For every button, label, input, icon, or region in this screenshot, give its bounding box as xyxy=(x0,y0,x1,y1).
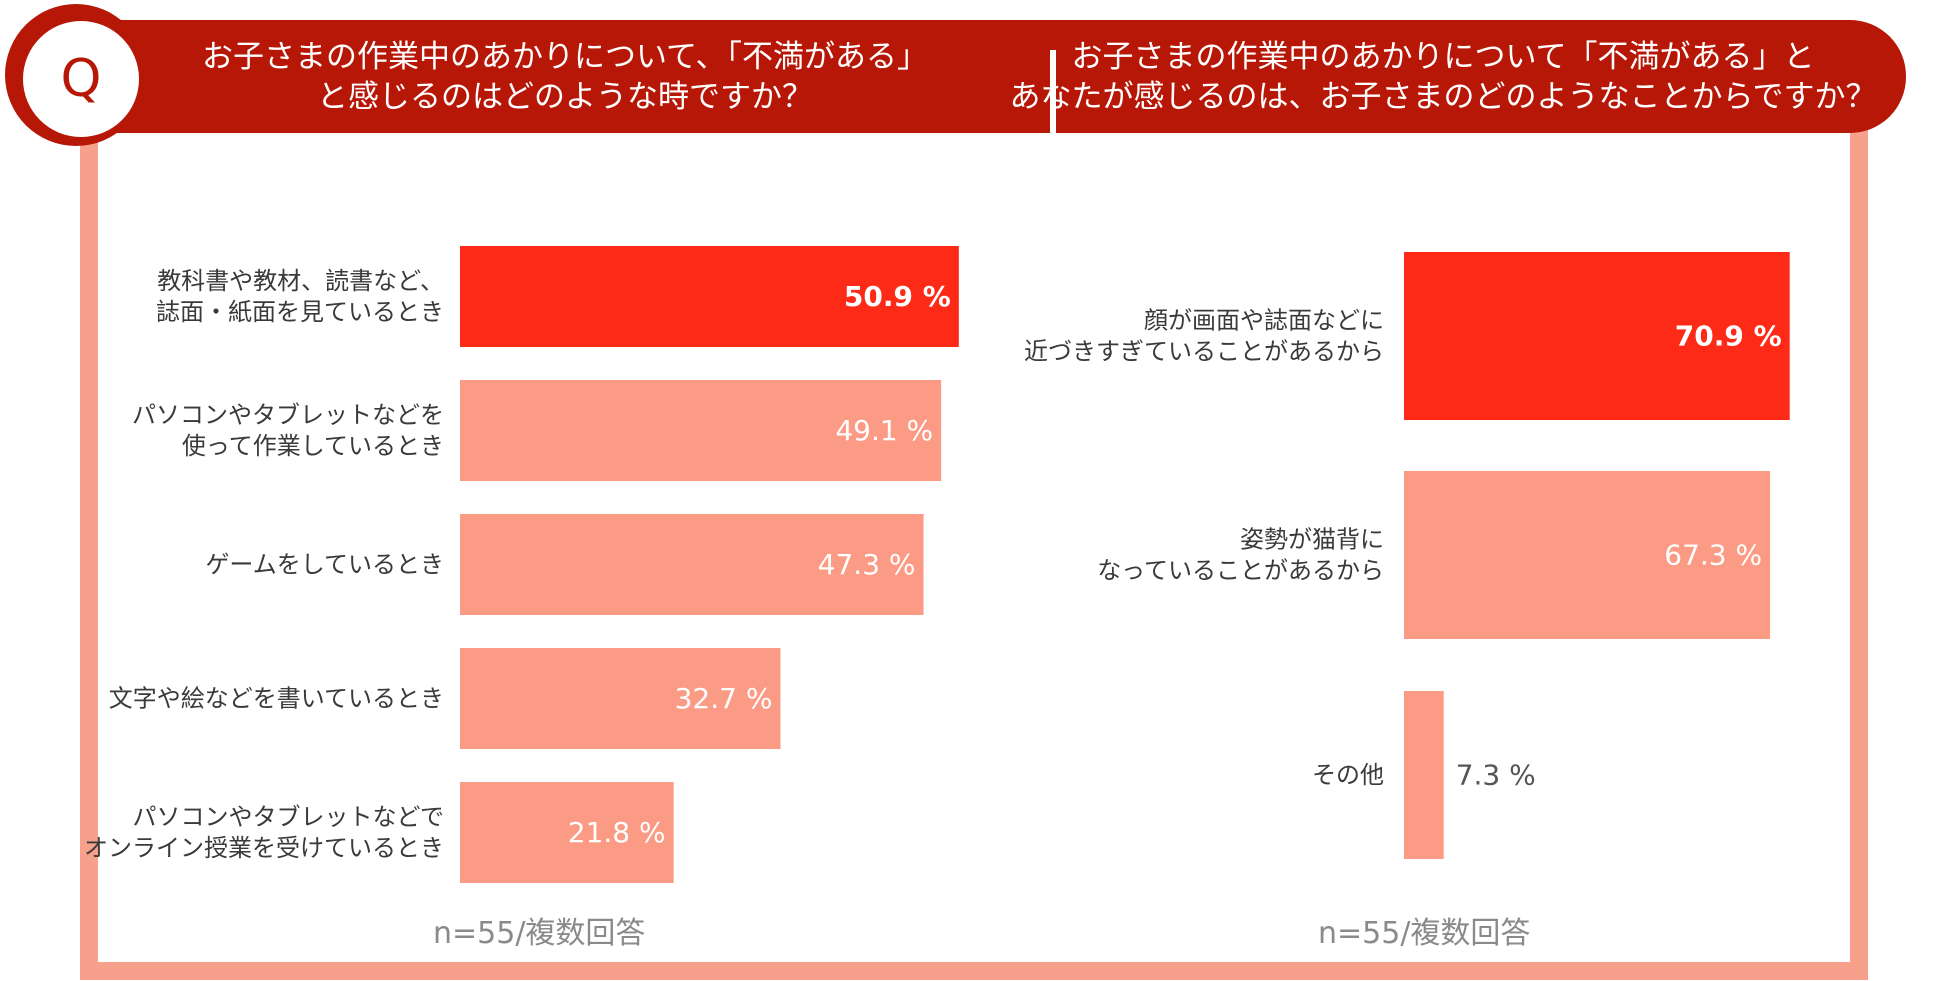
category-label-1-0-1: 近づきすぎていることがあるから xyxy=(1024,338,1384,366)
bar-1-0 xyxy=(1404,252,1790,420)
value-label-0-1: 49.1 % xyxy=(835,414,933,447)
category-label-0-1-0: パソコンやタブレットなどを xyxy=(132,401,444,429)
bar-0-1 xyxy=(460,380,942,481)
bar-1-2 xyxy=(1404,691,1444,859)
value-label-0-0: 50.9 % xyxy=(844,280,951,313)
category-label-0-0-1: 誌面・紙面を見ているとき xyxy=(156,298,444,326)
left-chart-note: n=55/複数回答 xyxy=(433,916,646,951)
value-label-1-2: 7.3 % xyxy=(1456,759,1536,792)
right-chart-note: n=55/複数回答 xyxy=(1318,916,1531,951)
value-label-1-0: 70.9 % xyxy=(1675,320,1782,353)
category-label-0-0-0: 教科書や教材、読書など、 xyxy=(157,267,444,295)
category-label-0-3-0: 文字や絵などを書いているとき xyxy=(109,685,444,713)
question-header xyxy=(80,20,1906,144)
value-label-0-3: 32.7 % xyxy=(675,682,773,715)
category-label-0-4-0: パソコンやタブレットなどで xyxy=(132,803,444,831)
header-divider xyxy=(1050,50,1056,144)
category-label-1-0-0: 顔が画面や誌面などに xyxy=(1144,307,1384,335)
category-label-1-1-0: 姿勢が猫背に xyxy=(1240,526,1384,554)
category-label-1-2-0: その他 xyxy=(1312,761,1384,789)
bar-0-2 xyxy=(460,514,924,615)
question-left: お子さまの作業中のあかりについて、「不満がある」 と感じるのはどのような時ですか… xyxy=(170,37,960,117)
bar-0-0 xyxy=(460,246,959,347)
q-badge: Q xyxy=(5,4,147,146)
value-label-0-2: 47.3 % xyxy=(818,548,916,581)
category-label-0-2-0: ゲームをしているとき xyxy=(205,551,444,579)
question-left-line1: お子さまの作業中のあかりについて、「不満がある」 xyxy=(201,39,929,75)
category-label-1-1-1: なっていることがあるから xyxy=(1097,557,1384,585)
q-letter: Q xyxy=(23,21,139,137)
question-left-line2: と感じるのはどのような時ですか？ xyxy=(317,79,813,115)
value-label-1-1: 67.3 % xyxy=(1664,539,1762,572)
value-label-0-4: 21.8 % xyxy=(568,816,666,849)
bar-0-3 xyxy=(460,648,781,749)
question-right-line1: お子さまの作業中のあかりについて「不満がある」と xyxy=(1071,39,1815,75)
category-label-0-4-1: オンライン授業を受けているとき xyxy=(84,834,444,862)
question-right: お子さまの作業中のあかりについて「不満がある」と あなたが感じるのは、お子さまの… xyxy=(988,37,1898,117)
question-right-line2: あなたが感じるのは、お子さまのどのようなことからですか？ xyxy=(1009,79,1877,115)
category-label-0-1-1: 使って作業しているとき xyxy=(182,432,444,460)
bar-1-1 xyxy=(1404,471,1771,639)
bar-0-4 xyxy=(460,782,674,883)
